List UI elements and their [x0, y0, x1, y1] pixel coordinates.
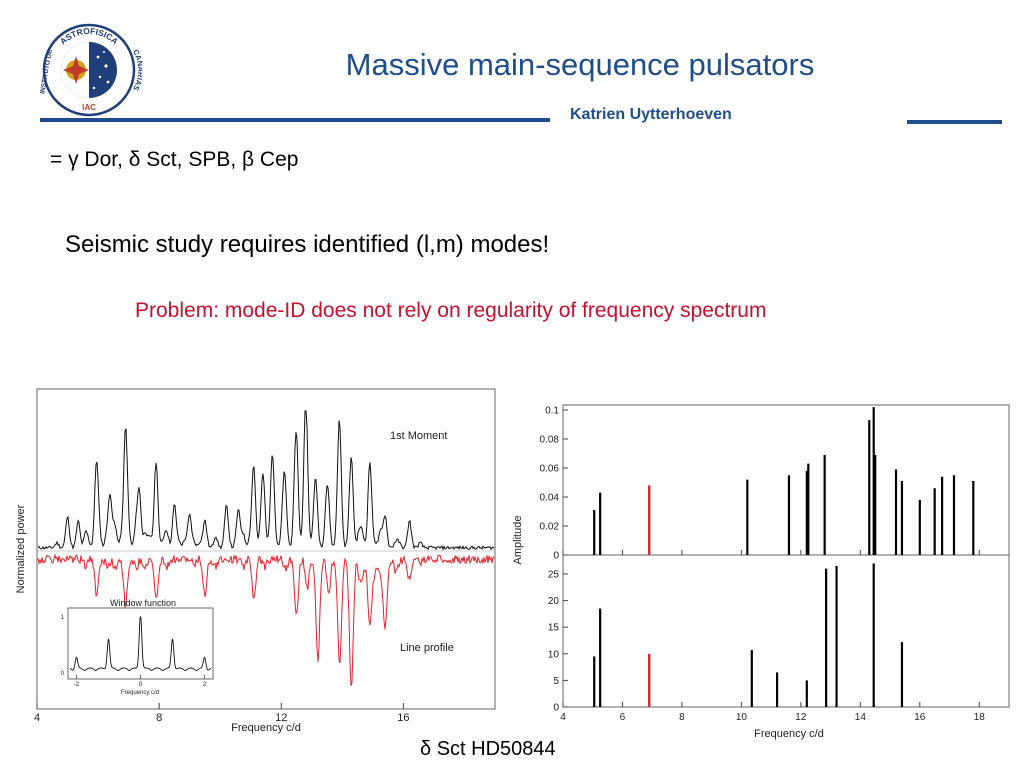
right-x-tick-label: 18	[974, 712, 986, 723]
top-panel-y-tick-label: 0.1	[545, 406, 559, 417]
problem-statement: Problem: mode-ID does not rely on regula…	[135, 299, 767, 322]
moment-profile-chart: 4 8 12 16 1st Moment Line profile Normalize…	[15, 388, 496, 734]
pulsator-types: = γ Dor, δ Sct, SPB, β Cep	[50, 148, 299, 171]
window-function-line	[69, 615, 212, 672]
right-x-tick-label: 16	[914, 712, 926, 723]
logo-bottom-text: IAC	[82, 103, 96, 112]
inset-y-tick-label: 1	[61, 615, 65, 621]
top-panel-y-tick-label: 0.02	[540, 522, 560, 533]
right-x-tick-label: 4	[560, 712, 566, 723]
bottom-panel-y-tick-label: 5	[553, 676, 559, 687]
bottom-panel-y-tick-label: 0	[553, 703, 559, 714]
bottom-panel-y-tick-label: 10	[548, 649, 560, 660]
seismic-statement: Seismic study requires identified (l,m) …	[65, 231, 550, 258]
left-x-axis-label: Frequency c/d	[231, 722, 301, 734]
inset-title: Window function	[110, 598, 176, 608]
inset-x-tick-label: -2	[74, 682, 80, 688]
author-name: Katrien Uytterhoeven	[570, 106, 732, 123]
bottom-panel-y-tick-label: 15	[548, 623, 560, 634]
right-x-axis-label: Frequency c/d	[754, 728, 824, 740]
right-x-tick-label: 12	[795, 712, 807, 723]
left-y-axis-label: Normalized power	[15, 504, 27, 593]
top-panel-y-tick-label: 0	[553, 551, 559, 562]
page-title: Massive main-sequence pulsators	[345, 47, 815, 82]
top-panel-y-tick-label: 0.06	[540, 464, 560, 475]
left-x-ticks: 4 8 12 16	[34, 703, 410, 724]
left-x-tick-label: 12	[275, 712, 287, 724]
left-x-tick-label: 8	[156, 712, 162, 724]
inset-x-tick-label: 0	[139, 682, 143, 688]
line-profile-series-line	[37, 553, 495, 686]
inset-x-axis-label: Frequency c/d	[121, 690, 159, 696]
right-x-tick-label: 8	[679, 712, 685, 723]
inset-y-tick-label: 0	[61, 671, 65, 677]
top-panel-y-tick-label: 0.08	[540, 435, 560, 446]
iac-logo-icon: ASTROFISICA INSTITUTO DE CANARIAS IAC	[39, 23, 142, 117]
bottom-panel-frame	[562, 554, 1010, 708]
window-function-inset: Window function -2 0 2 0 1 Frequency c/d	[61, 598, 214, 696]
figure-caption: δ Sct HD50844	[420, 738, 556, 760]
logo-right-text: CANARIAS	[131, 48, 142, 92]
profile-legend-label: Line profile	[400, 642, 454, 654]
left-x-tick-label: 16	[397, 712, 409, 724]
header-rule-right	[907, 120, 1002, 124]
bottom-panel-y-tick-label: 25	[548, 569, 560, 580]
inset-x-tick-label: 2	[203, 682, 207, 688]
moment-legend-label: 1st Moment	[390, 430, 447, 442]
right-x-tick-label: 14	[855, 712, 867, 723]
amplitude-bar-chart: 4 6 8 10 12 14 16 18 0 0.02 0.04 0.06 0.08 0.1 0 5 10 15 2…	[512, 404, 1010, 740]
right-x-tick-label: 6	[620, 712, 626, 723]
bottom-panel-y-tick-label: 20	[548, 596, 560, 607]
right-x-tick-label: 10	[736, 712, 748, 723]
moment-series-line	[37, 410, 495, 551]
header-rule-left	[40, 118, 550, 122]
right-y-axis-label: Amplitude	[512, 516, 524, 565]
top-panel-y-tick-label: 0.04	[540, 493, 560, 504]
left-x-tick-label: 4	[34, 712, 40, 724]
